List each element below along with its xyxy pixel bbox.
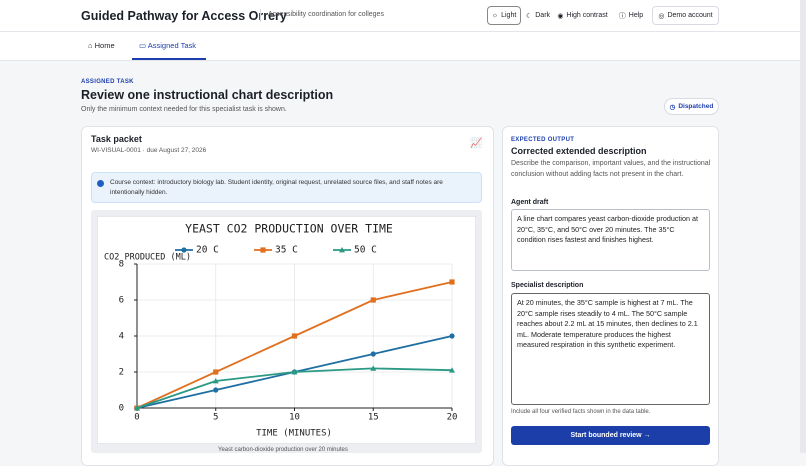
point [370,297,376,303]
info-icon [97,180,104,187]
icon: ◷ [669,103,676,111]
scrollbar [800,0,806,453]
point [212,378,219,384]
point [134,405,140,411]
legend-marker [339,247,345,253]
status-pill: ◷ Dispatched [664,98,719,115]
eyebrow: ASSIGNED TASK [81,79,134,85]
start-button[interactable]: Start bounded review → [511,426,710,445]
legend-label: 20 C [196,245,219,256]
point [213,369,219,375]
output-eyebrow: EXPECTED OUTPUT [511,137,575,143]
icon: ◉ [557,12,564,20]
label: Help [628,12,644,19]
theme-contrast[interactable]: ◉ High contrast [555,6,610,25]
point [370,351,376,357]
tab-underline [132,58,206,60]
y-tick-label: 0 [119,404,124,414]
label: Dark [535,12,551,19]
y-label: CO2 PRODUCED (ML) [104,253,191,263]
chart-bg [97,216,476,444]
point [213,387,219,393]
point [449,279,455,285]
chart-title: YEAST CO2 PRODUCTION OVER TIME [185,222,393,236]
packet-title: Task packet [91,134,142,144]
help[interactable]: ⓘ Help [614,6,648,25]
label: Assigned Task [147,41,196,50]
draft-field[interactable]: A line chart compares yeast carbon-dioxi… [511,209,710,271]
point [291,369,298,375]
theme-light[interactable]: ☼ Light [487,6,521,25]
tab-task[interactable]: ▭ Assigned Task [139,41,196,50]
point [370,365,377,371]
y-tick-label: 4 [119,332,124,342]
account[interactable]: ◎ Demo account [652,6,719,25]
legend-label: 50 C [354,245,377,256]
output-title: Corrected extended description [511,146,647,156]
y-tick-label: 6 [119,296,124,306]
app-title: Guided Pathway for Access Orrery [81,9,287,23]
chart: YEAST CO2 PRODUCTION OVER TIME CO2 PRODU… [97,216,476,444]
x-tick-label: 20 [447,413,458,423]
app-subtitle: Accessibility coordination for colleges [268,11,384,18]
icon: ☾ [525,12,533,20]
chart-icon[interactable]: 📈 [470,138,483,149]
output-instructions: Describe the comparison, important value… [511,160,711,178]
icon: ☼ [491,12,499,19]
packet-meta: WI-VISUAL-0001 · due August 27, 2026 [91,147,207,154]
icon: ◎ [658,12,665,20]
page-subtitle: Only the minimum context needed for this… [81,106,287,113]
label: Dispatched [678,103,714,110]
divider [260,9,261,22]
legend-marker [260,247,266,253]
tab-home[interactable]: ⌂ Home [88,41,115,50]
specialist-field[interactable]: At 20 minutes, the 35°C sample is highes… [511,293,710,405]
legend-marker [181,247,187,253]
legend-label: 35 C [275,245,298,256]
chart-caption: Yeast carbon-dioxide production over 20 … [218,447,348,453]
theme-dark[interactable]: ☾ Dark [522,6,554,25]
specialist-label: Specialist description [511,282,584,289]
y-tick-label: 2 [119,368,124,378]
page-title: Review one instructional chart descripti… [81,88,334,102]
output-note: Include all four verified facts shown in… [511,409,651,415]
point [449,333,455,339]
label: High contrast [566,12,608,19]
icon: ⓘ [618,12,626,20]
notice: Course context: introductory biology lab… [91,172,482,203]
x-tick-label: 5 [213,413,218,423]
x-tick-label: 10 [289,413,300,423]
point [449,367,455,373]
point [291,333,298,339]
draft-label: Agent draft [511,199,549,206]
x-tick-label: 15 [368,413,379,423]
label: Light [501,12,517,19]
label: Demo account [667,12,713,19]
nav [0,32,800,61]
x-tick-label: 0 [134,413,139,423]
label: Home [94,41,115,50]
y-tick-label: 8 [119,260,124,270]
x-label: TIME (MINUTES) [256,429,332,439]
